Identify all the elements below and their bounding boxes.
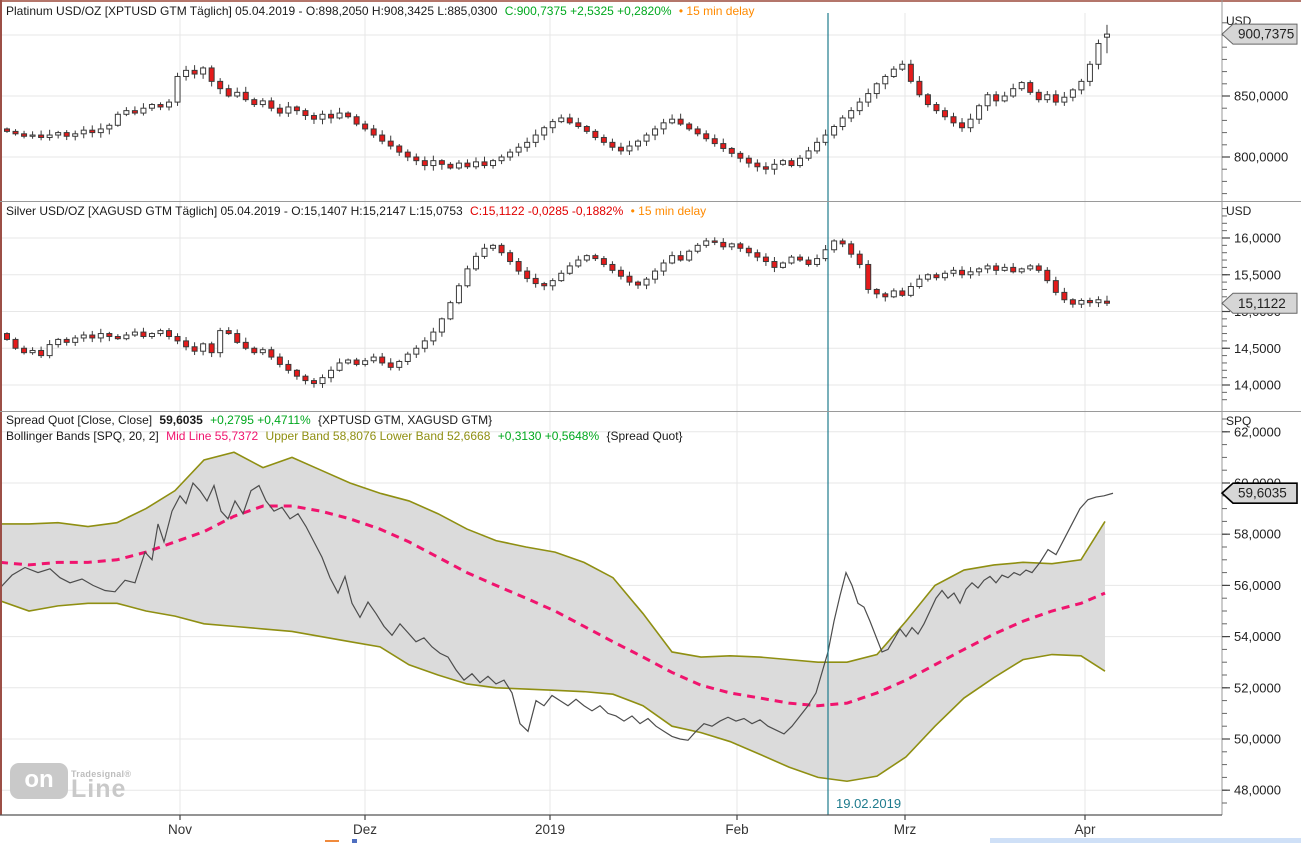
time-axis[interactable]	[0, 815, 1222, 839]
spread-symbols: {XPTUSD GTM, XAGUSD GTM}	[318, 413, 493, 427]
panel-header-silver: Silver USD/OZ [XAGUSD GTM Täglich] 05.04…	[6, 204, 710, 218]
price-tag-silver: 15,1122	[1221, 292, 1298, 314]
date-annotation[interactable]: 19.02.2019	[827, 13, 901, 815]
y-axis-tick-label: 52,0000	[1234, 680, 1281, 695]
spread-change: +0,2795 +0,4711%	[210, 413, 311, 427]
y-axis-tick-label: 14,0000	[1234, 378, 1281, 393]
price-tag-spread: 59,6035	[1220, 482, 1298, 504]
price-tag-value: 900,7375	[1238, 27, 1294, 42]
silver-delay-badge: • 15 min delay	[630, 204, 707, 218]
y-axis-tick-label: 850,0000	[1234, 89, 1288, 104]
panel-frame	[0, 0, 1301, 816]
candles-silver	[4, 237, 1110, 388]
bollinger-band-plot	[2, 451, 1114, 783]
axis-unit-label: USD	[1226, 204, 1252, 218]
y-axis-tick-label: 16,0000	[1234, 231, 1281, 246]
silver-close-change: C:15,1122 -0,0285 -0,1882%	[470, 204, 624, 218]
platinum-close-change: C:900,7375 +2,5325 +0,2820%	[504, 4, 672, 18]
spread-quot-line	[2, 481, 1114, 741]
panel-header-spread-line1: Spread Quot [Close, Close] 59,6035 +0,27…	[6, 413, 496, 427]
axis-unit-label: SPQ	[1226, 414, 1251, 428]
x-axis-month-label: Dez	[353, 822, 377, 837]
bollinger-band-fill	[2, 452, 1105, 782]
candles-platinum	[4, 24, 1110, 175]
tradesignal-logo-icon: on	[10, 763, 68, 799]
annotation-date-label: 19.02.2019	[836, 796, 901, 811]
y-axis-tick-label: 48,0000	[1234, 783, 1281, 798]
y-axis-spread[interactable]: SPQ62,000060,000058,000056,000054,000052…	[1222, 414, 1281, 804]
bollinger-midline-value: Mid Line 55,7372	[166, 429, 259, 443]
platinum-title-ohlc: Platinum USD/OZ [XPTUSD GTM Täglich] 05.…	[6, 4, 498, 18]
x-axis-month-label: Nov	[168, 822, 192, 837]
price-tag-value: 15,1122	[1238, 296, 1286, 311]
bollinger-change: +0,3130 +0,5648%	[497, 429, 600, 443]
x-axis-month-label: Mrz	[894, 822, 917, 837]
platinum-delay-badge: • 15 min delay	[678, 4, 755, 18]
silver-title-ohlc: Silver USD/OZ [XAGUSD GTM Täglich] 05.04…	[6, 204, 463, 218]
y-axis-tick-label: 15,5000	[1234, 267, 1281, 282]
price-tag-platinum: 900,7375	[1221, 23, 1298, 45]
price-axis-platinum[interactable]	[1222, 0, 1301, 201]
bottom-cutoff-mark-blue	[352, 839, 357, 843]
panel-header-spread-line2: Bollinger Bands [SPQ, 20, 2] Mid Line 55…	[6, 429, 687, 443]
bollinger-title: Bollinger Bands [SPQ, 20, 2]	[6, 429, 159, 443]
x-axis-labels: Nov Dez 2019 Feb Mrz Apr	[168, 815, 1096, 837]
y-axis-tick-label: 14,5000	[1234, 341, 1281, 356]
tradesignal-brand-text: Tradesignal®	[71, 769, 132, 779]
y-axis-tick-label: 50,0000	[1234, 732, 1281, 747]
y-axis-tick-label: 56,0000	[1234, 578, 1281, 593]
x-axis-month-label: Apr	[1074, 822, 1096, 837]
y-axis-tick-label: 800,0000	[1234, 150, 1288, 165]
tradesignal-watermark: on Tradesignal® Line	[10, 763, 132, 803]
y-axis-tick-label: 58,0000	[1234, 527, 1281, 542]
y-axis-tick-label: 54,0000	[1234, 629, 1281, 644]
bollinger-bands-values: Upper Band 58,8076 Lower Band 52,6668	[265, 429, 491, 443]
lower-band-line	[2, 600, 1106, 783]
x-axis-month-label: Feb	[725, 822, 748, 837]
spread-title: Spread Quot [Close, Close]	[6, 413, 153, 427]
y-axis-tick-label: 62,0000	[1234, 424, 1281, 439]
upper-band-line	[2, 451, 1106, 664]
x-axis-month-label: 2019	[535, 822, 565, 837]
bottom-selection-strip	[990, 838, 1301, 843]
spread-value: 59,6035	[159, 413, 203, 427]
price-axis-silver[interactable]	[1222, 202, 1301, 411]
tradesignal-logo-text: Line	[71, 775, 127, 803]
bollinger-symbol: {Spread Quot}	[606, 429, 683, 443]
mid-line	[2, 504, 1106, 708]
price-tag-value: 59,6035	[1238, 486, 1287, 501]
panel-header-platinum: Platinum USD/OZ [XPTUSD GTM Täglich] 05.…	[6, 4, 758, 18]
bottom-cutoff-mark-orange	[325, 840, 339, 842]
price-axis-spread[interactable]	[1222, 412, 1301, 815]
